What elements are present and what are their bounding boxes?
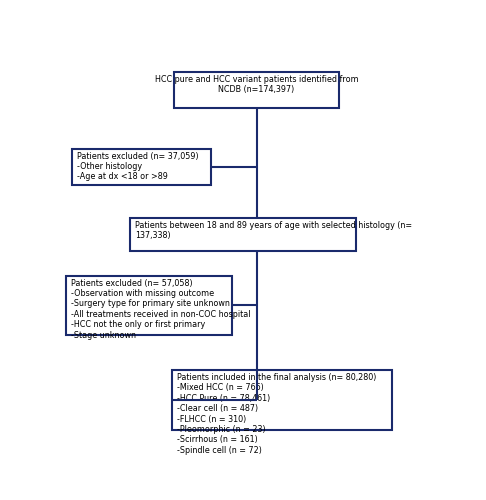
Text: Patients between 18 and 89 years of age with selected histology (n=
137,338): Patients between 18 and 89 years of age … [135,221,413,240]
FancyBboxPatch shape [67,276,232,336]
FancyBboxPatch shape [72,148,211,185]
FancyBboxPatch shape [174,72,339,108]
FancyBboxPatch shape [130,218,356,250]
Text: Patients excluded (n= 57,058)
-Observation with missing outcome
-Surgery type fo: Patients excluded (n= 57,058) -Observati… [71,278,251,340]
FancyBboxPatch shape [172,370,392,430]
Text: Patients included in the final analysis (n= 80,280)
-Mixed HCC (n = 766)
-HCC Pu: Patients included in the final analysis … [177,373,376,455]
Text: Patients excluded (n= 37,059)
-Other histology
-Age at dx <18 or >89: Patients excluded (n= 37,059) -Other his… [77,152,199,182]
Text: HCC pure and HCC variant patients identified from
NCDB (n=174,397): HCC pure and HCC variant patients identi… [155,74,358,94]
